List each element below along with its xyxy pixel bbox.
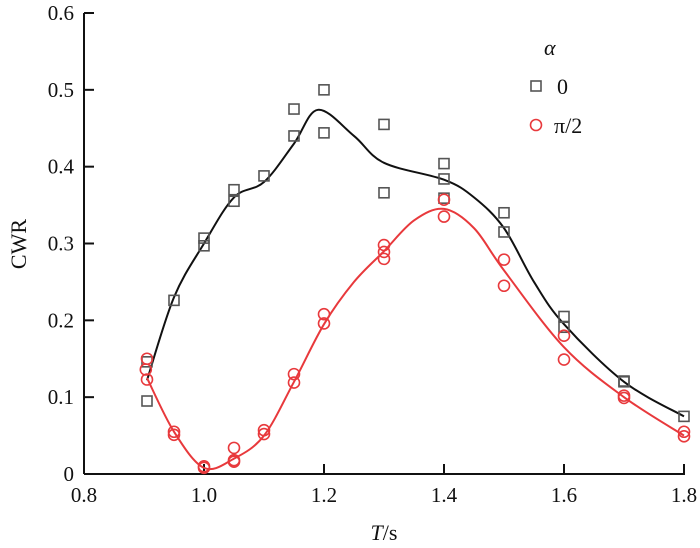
circle-point bbox=[167, 428, 181, 442]
x-tick-label: 1.4 bbox=[431, 483, 458, 507]
circle-point bbox=[167, 425, 181, 439]
square-point bbox=[198, 232, 210, 244]
square-point bbox=[288, 130, 300, 142]
square-point bbox=[228, 183, 240, 196]
circle-point bbox=[227, 455, 241, 469]
circle-point bbox=[377, 252, 391, 266]
square-point bbox=[318, 84, 330, 96]
square-point bbox=[318, 127, 330, 139]
square-point bbox=[141, 395, 153, 407]
fit-curves bbox=[146, 108, 685, 471]
circle-point bbox=[287, 367, 301, 381]
x-tick-label: 1.0 bbox=[191, 483, 217, 507]
circle-point bbox=[497, 253, 511, 266]
y-tick-label: 0.2 bbox=[48, 308, 74, 332]
square-point bbox=[228, 195, 240, 208]
x-tick-label: 1.8 bbox=[671, 483, 697, 507]
square-point bbox=[378, 118, 390, 131]
square-point bbox=[498, 206, 510, 219]
y-tick-label: 0.6 bbox=[48, 1, 74, 25]
axes: 0.8 1.0 1.2 1.4 1.6 1.8 0 0.1 0.2 0.3 0.4 0.5 0.6 bbox=[48, 1, 697, 507]
circle-point bbox=[677, 425, 691, 439]
x-axis-label-unit: /s bbox=[383, 520, 398, 545]
circle-point bbox=[677, 430, 691, 443]
circle-point bbox=[377, 238, 391, 252]
y-axis-label: CWR bbox=[6, 219, 31, 269]
circle-point bbox=[557, 329, 571, 343]
circle-point bbox=[497, 279, 511, 293]
square-point bbox=[438, 173, 450, 185]
circle-point bbox=[437, 193, 451, 207]
circle-point bbox=[317, 307, 331, 321]
square-point bbox=[498, 226, 510, 238]
y-tick-label: 0 bbox=[64, 462, 75, 486]
circle-point bbox=[197, 461, 211, 475]
x-tick-label: 1.6 bbox=[551, 483, 577, 507]
circle-point bbox=[617, 391, 631, 405]
circle-point bbox=[140, 352, 154, 366]
y-tick-label: 0.3 bbox=[48, 232, 74, 256]
circle-point bbox=[437, 210, 451, 223]
circle-point bbox=[317, 317, 331, 330]
x-tick-label: 1.2 bbox=[311, 483, 337, 507]
square-point bbox=[168, 294, 180, 307]
circle-point bbox=[139, 363, 153, 376]
square-point bbox=[258, 170, 270, 182]
square-point bbox=[678, 410, 690, 423]
square-point bbox=[618, 375, 630, 388]
square-point bbox=[198, 240, 210, 252]
square-point bbox=[378, 186, 390, 199]
y-tick-label: 0.1 bbox=[48, 385, 74, 409]
circle-point bbox=[377, 245, 391, 259]
x-axis-label: T/s bbox=[371, 520, 398, 545]
y-tick-label: 0.5 bbox=[48, 78, 74, 102]
x-axis-label-var: T bbox=[371, 520, 385, 545]
legend-title: α bbox=[544, 35, 556, 60]
legend-label-0: 0 bbox=[557, 74, 568, 99]
circle-point bbox=[140, 373, 154, 386]
legend-circle-marker bbox=[529, 118, 543, 132]
circle-point bbox=[257, 427, 271, 441]
data-points bbox=[139, 84, 691, 475]
square-point bbox=[288, 103, 300, 115]
square-point bbox=[558, 321, 570, 334]
legend-label-1: π/2 bbox=[554, 113, 582, 138]
fit-curve-series-1 bbox=[146, 207, 685, 471]
square-point bbox=[438, 157, 450, 170]
circle-point bbox=[557, 353, 571, 366]
circle-point bbox=[227, 441, 241, 455]
circle-point bbox=[287, 376, 301, 389]
legend: α 0 π/2 bbox=[529, 35, 582, 138]
fit-curve-series-0 bbox=[146, 108, 685, 418]
legend-square-marker bbox=[530, 80, 542, 92]
y-tick-label: 0.4 bbox=[48, 155, 75, 179]
circle-point bbox=[257, 423, 271, 437]
x-tick-label: 0.8 bbox=[71, 483, 97, 507]
